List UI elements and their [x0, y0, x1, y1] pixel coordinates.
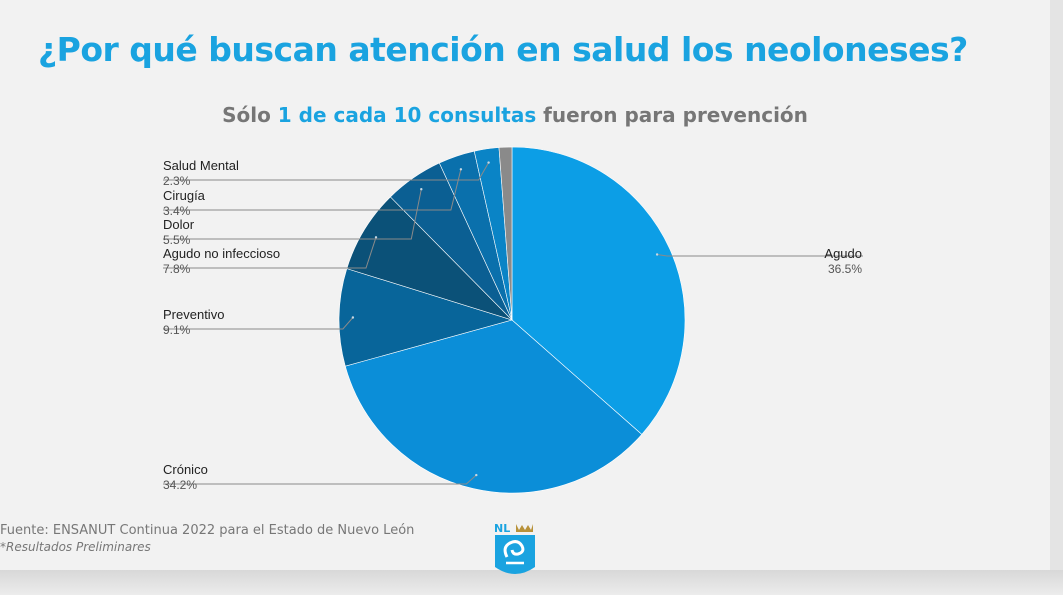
subtitle-text-end: fueron para prevención	[536, 103, 808, 127]
slice-label-agudo: Agudo	[824, 246, 862, 261]
pie-slice-agudo	[511, 146, 686, 435]
slice-value-preventivo: 9.1%	[163, 323, 191, 337]
slice-label-cirugia: Cirugía	[163, 188, 206, 203]
leader-dot-cirugia	[459, 168, 463, 171]
leader-dot-preventivo	[351, 316, 355, 319]
slice-value-agudo: 36.5%	[828, 262, 862, 276]
leader-line-preventivo	[163, 317, 354, 330]
chart-subtitle: Sólo 1 de cada 10 consultas fueron para …	[0, 103, 1030, 127]
leader-line-agudo	[657, 254, 863, 257]
leader-dot-agudo	[655, 253, 659, 256]
slice-value-agudo-no-infeccioso: 7.8%	[163, 262, 191, 276]
source-line: Fuente: ENSANUT Continua 2022 para el Es…	[0, 523, 415, 538]
logo-text: NL	[494, 522, 510, 535]
leader-dot-salud-mental	[487, 161, 490, 164]
slice-value-cronico: 34.2%	[163, 478, 197, 492]
slice-label-preventivo: Preventivo	[163, 307, 224, 322]
slice-value-dolor: 5.5%	[163, 233, 191, 247]
leader-dot-cronico	[475, 473, 478, 477]
slice-label-cronico: Crónico	[163, 462, 208, 477]
crown-icon	[516, 524, 533, 532]
leader-line-cirugia	[163, 169, 462, 211]
slide-shadow	[0, 570, 1063, 595]
leader-line-agudo-no-infeccioso	[163, 237, 377, 269]
page-title: ¿Por qué buscan atención en salud los ne…	[38, 30, 968, 69]
leader-line-salud-mental	[163, 162, 490, 181]
slice-label-agudo-no-infeccioso: Agudo no infeccioso	[163, 246, 280, 261]
source-note: Fuente: ENSANUT Continua 2022 para el Es…	[0, 523, 414, 555]
slice-value-salud-mental: 2.3%	[163, 174, 191, 188]
leader-dot-dolor	[420, 188, 423, 191]
leader-line-dolor	[163, 189, 422, 240]
leader-dot-agudo-no-infeccioso	[374, 236, 378, 239]
subtitle-text-start: Sólo	[222, 103, 278, 127]
pie-slice-preventivo	[338, 268, 514, 367]
preliminary-note: *Resultados Preliminares	[0, 540, 151, 554]
emblem-icon	[503, 540, 525, 558]
slice-label-dolor: Dolor	[163, 217, 195, 232]
subtitle-highlight: 1 de cada 10 consultas	[277, 103, 537, 127]
slice-value-cirugia: 3.4%	[163, 204, 191, 218]
pie-slice-cronico	[344, 319, 643, 494]
pie-slice-other	[498, 146, 513, 321]
leader-line-cronico	[163, 474, 477, 485]
nuevo-leon-logo: NL	[494, 522, 535, 574]
slice-label-salud-mental: Salud Mental	[163, 158, 239, 173]
